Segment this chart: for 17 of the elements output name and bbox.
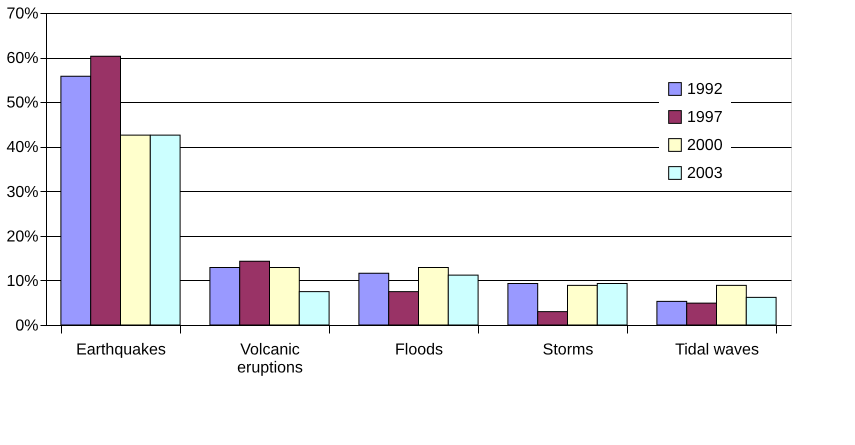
y-tick-label: 10% (6, 272, 38, 290)
y-tick-label: 0% (15, 318, 38, 334)
x-tick-label: Volcanic eruptions (237, 342, 303, 376)
x-tick-label: Tidal waves (675, 342, 759, 358)
y-tick-label: 60% (6, 50, 38, 68)
y-tick-label: 20% (6, 228, 38, 246)
y-tick-label: 40% (6, 139, 38, 156)
legend-label: 1997 (687, 109, 723, 126)
x-tick-label: Floods (394, 342, 444, 358)
legend-label: 1992 (687, 81, 723, 98)
legend-label: 2003 (687, 165, 723, 182)
x-tick-label: Storms (542, 342, 594, 358)
y-tick-label: 70% (6, 6, 38, 22)
legend-label: 2000 (687, 137, 723, 154)
y-tick-label: 50% (6, 94, 38, 112)
y-tick-label: 30% (6, 184, 38, 201)
x-tick-label: Earthquakes (76, 342, 166, 358)
